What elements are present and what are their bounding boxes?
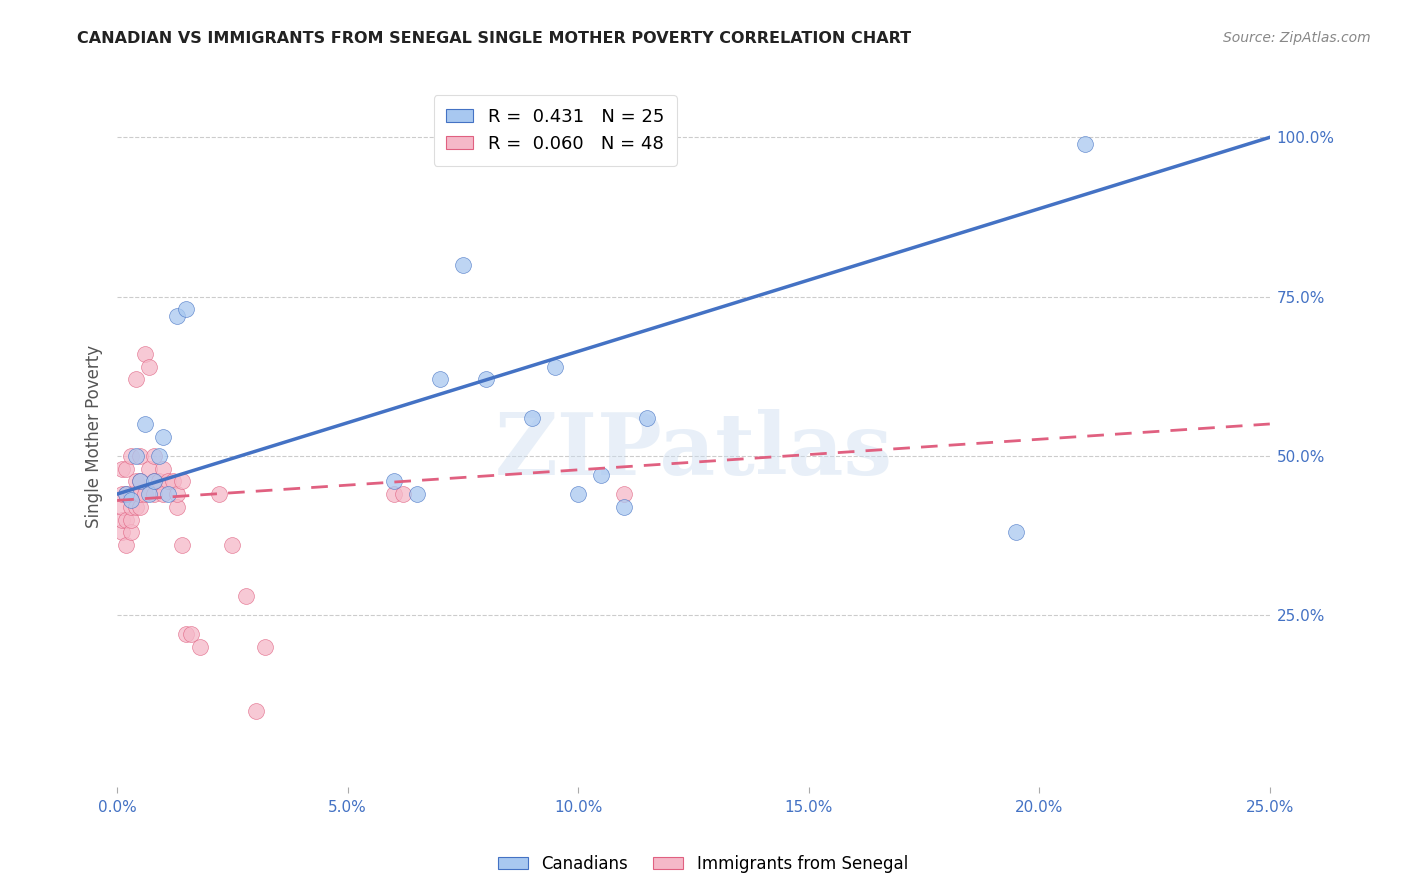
Point [451,258,474,272]
Point [134,347,156,361]
Point [166,487,188,501]
Point [162,475,184,489]
Point [124,500,146,514]
Legend: Canadians, Immigrants from Senegal: Canadians, Immigrants from Senegal [492,848,914,880]
Point [120,525,142,540]
Point [120,500,142,514]
Point [111,525,134,540]
Point [1005,525,1028,540]
Point [129,475,152,489]
Point [120,493,142,508]
Point [1074,136,1097,151]
Point [429,372,451,386]
Point [253,640,276,654]
Point [382,487,405,501]
Point [115,538,138,552]
Point [520,410,543,425]
Point [148,449,170,463]
Point [143,449,166,463]
Point [170,538,193,552]
Point [134,417,156,431]
Legend: R =  0.431   N = 25, R =  0.060   N = 48: R = 0.431 N = 25, R = 0.060 N = 48 [433,95,676,166]
Point [129,475,152,489]
Point [124,372,146,386]
Point [115,512,138,526]
Point [129,500,152,514]
Point [180,627,202,641]
Point [120,487,142,501]
Y-axis label: Single Mother Poverty: Single Mother Poverty [86,345,103,528]
Point [245,704,267,718]
Point [152,487,174,501]
Point [111,461,134,475]
Point [613,500,636,514]
Point [148,475,170,489]
Point [544,359,567,374]
Point [120,449,142,463]
Point [166,500,188,514]
Point [143,487,166,501]
Point [636,410,658,425]
Point [152,461,174,475]
Point [134,487,156,501]
Text: Source: ZipAtlas.com: Source: ZipAtlas.com [1223,31,1371,45]
Point [111,487,134,501]
Point [405,487,427,501]
Point [176,627,198,641]
Text: ZIPatlas: ZIPatlas [495,409,893,492]
Point [111,500,134,514]
Point [129,449,152,463]
Point [129,487,152,501]
Point [221,538,243,552]
Point [170,475,193,489]
Point [120,512,142,526]
Point [475,372,498,386]
Point [111,512,134,526]
Point [124,449,146,463]
Point [176,302,198,317]
Point [138,487,160,501]
Point [138,359,160,374]
Point [235,589,257,603]
Text: CANADIAN VS IMMIGRANTS FROM SENEGAL SINGLE MOTHER POVERTY CORRELATION CHART: CANADIAN VS IMMIGRANTS FROM SENEGAL SING… [77,31,911,46]
Point [591,467,613,482]
Point [115,461,138,475]
Point [392,487,415,501]
Point [613,487,636,501]
Point [138,461,160,475]
Point [124,475,146,489]
Point [207,487,229,501]
Point [156,475,179,489]
Point [115,487,138,501]
Point [382,475,405,489]
Point [166,309,188,323]
Point [188,640,211,654]
Point [115,487,138,501]
Point [143,475,166,489]
Point [567,487,589,501]
Point [156,487,179,501]
Point [152,430,174,444]
Point [143,475,166,489]
